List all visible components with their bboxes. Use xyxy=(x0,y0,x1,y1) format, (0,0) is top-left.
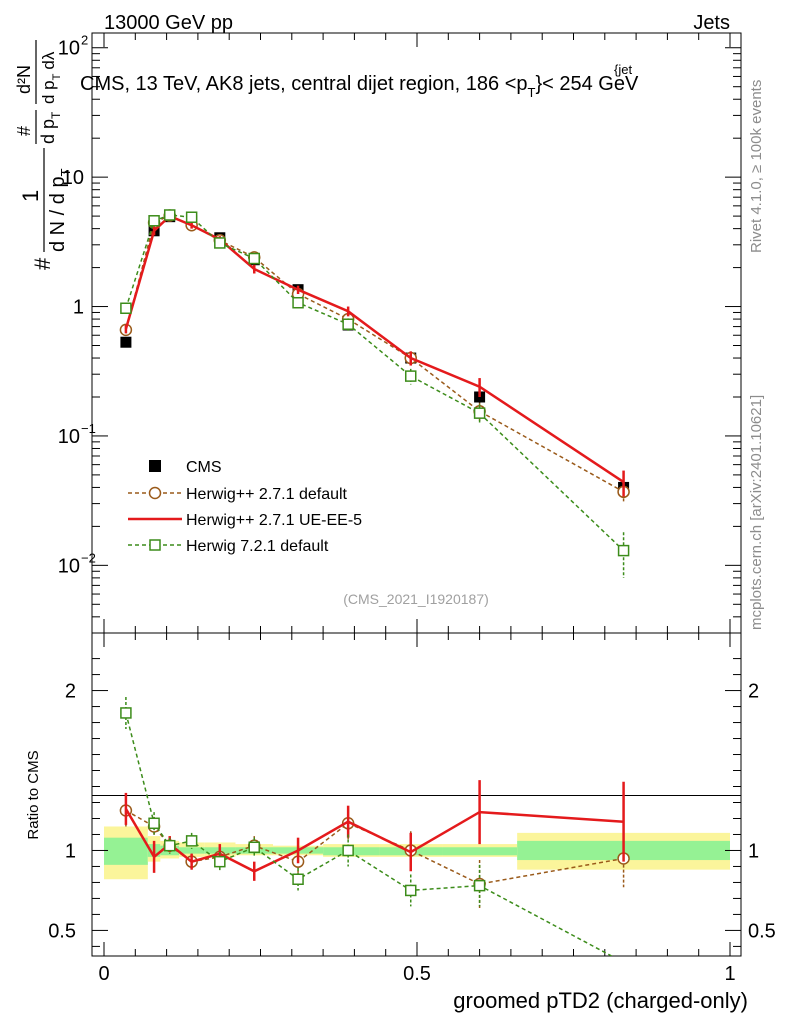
chart-title-post: }< 254 GeV xyxy=(535,73,639,95)
ylabel-den2: d pT xyxy=(38,111,63,144)
main-ytick-label-2: 1 xyxy=(73,297,84,319)
ylabel-num3: d²N xyxy=(14,65,34,94)
main-ytick-label-0: 10 xyxy=(58,555,80,577)
legend-label-herwigpp-default: Herwig++ 2.7.1 default xyxy=(186,486,348,503)
band-green-0 xyxy=(104,837,148,865)
xtick-label-2: 1 xyxy=(724,963,735,985)
ratio-ytick-label-right-0: 0.5 xyxy=(748,920,776,942)
ylabel-den: d N / d pT xyxy=(47,168,73,252)
band-green-3 xyxy=(179,847,205,854)
ratio-ytick-label-1: 1 xyxy=(65,840,76,862)
ylabel-den-text: d N / d p xyxy=(47,176,69,252)
main-s3-marker-4 xyxy=(214,237,226,249)
main-ytick-exp-1: −1 xyxy=(81,421,96,436)
ratio-s2-marker-4 xyxy=(214,855,226,868)
header-left: 13000 GeV pp xyxy=(104,12,233,34)
main-s3-marker-10 xyxy=(617,544,630,557)
ylabel-den3-text: d p xyxy=(39,80,58,104)
xtick-label-0: 0 xyxy=(98,963,109,985)
main-s0-marker-0 xyxy=(120,336,132,348)
chart-title-sup: {jet xyxy=(614,62,632,77)
legend-marker-cms xyxy=(149,460,161,472)
main-s3-marker-6 xyxy=(292,296,304,309)
main-ytick-label-4: 10 xyxy=(58,38,80,60)
main-s3-marker-5 xyxy=(248,252,260,265)
main-ylabel: # 1 d N / d pT # d pT d²N d pTdλ xyxy=(14,40,73,270)
ratio-s2-marker-3 xyxy=(185,835,198,847)
ylabel-hash: # xyxy=(30,257,55,270)
ylabel-den-sub: T xyxy=(58,168,73,176)
mcplots-label: mcplots.cern.ch [arXiv:2401.10621] xyxy=(748,395,765,630)
main-s3-marker-9 xyxy=(473,407,486,419)
main-ytick-label-1: 10 xyxy=(58,426,80,448)
ratio-ytick-label-2: 2 xyxy=(65,681,76,703)
ratio-ytick-label-right-2: 2 xyxy=(748,681,759,703)
ratio-ytick-label-right-1: 1 xyxy=(748,840,759,862)
main-ytick-exp-4: 2 xyxy=(81,33,88,48)
main-s1-line xyxy=(125,214,624,493)
ylabel-den2-text: d p xyxy=(38,119,58,144)
watermark: (CMS_2021_I1920187) xyxy=(343,591,489,607)
chart-title-sub: T xyxy=(528,85,536,100)
rivet-label: Rivet 4.1.0, ≥ 100k events xyxy=(748,80,765,253)
legend-label-cms: CMS xyxy=(186,459,222,476)
legend-label-herwigpp-ueee5: Herwig++ 2.7.1 UE-EE-5 xyxy=(186,512,362,529)
ratio-s2-marker-6 xyxy=(292,873,304,885)
ylabel-den2-sub: T xyxy=(49,111,63,119)
legend: CMS Herwig++ 2.7.1 default Herwig++ 2.7.… xyxy=(128,459,362,555)
ratio-s2-marker-7 xyxy=(342,844,354,857)
ratio-s2-marker-1 xyxy=(148,817,160,830)
main-ytick-label-3: 10 xyxy=(62,167,84,189)
ylabel-den3-lambda: dλ xyxy=(39,51,58,69)
legend-marker-herwigpp-default xyxy=(148,486,162,500)
main-s3-marker-0 xyxy=(120,302,132,315)
ratio-ylabel: Ratio to CMS xyxy=(25,750,42,839)
ratio-s2-marker-9 xyxy=(473,879,486,892)
main-ytick-exp-0: −2 xyxy=(81,550,96,565)
chart-title-pre: CMS, 13 TeV, AK8 jets, central dijet reg… xyxy=(80,73,528,95)
ratio-plot-frame xyxy=(91,632,742,957)
ratio-ytick-label-0: 0.5 xyxy=(48,920,76,942)
main-s3-marker-1 xyxy=(148,215,160,227)
ratio-s2-marker-5 xyxy=(248,841,260,854)
ylabel-num2: # xyxy=(14,126,34,136)
xlabel: groomed pTD2 (charged-only) xyxy=(453,988,748,1013)
ratio-s2-marker-0 xyxy=(120,707,132,719)
ratio-s2-marker-8 xyxy=(404,884,417,897)
ratio-s2-marker-2 xyxy=(163,839,176,852)
main-s3-marker-7 xyxy=(342,318,354,330)
main-s2-line xyxy=(124,214,625,484)
ylabel-den3: d pTdλ xyxy=(39,51,63,104)
header-right: Jets xyxy=(693,12,730,34)
main-s3-marker-8 xyxy=(404,370,417,382)
legend-label-herwig721: Herwig 7.2.1 default xyxy=(186,538,329,555)
ylabel-den3-sub: T xyxy=(51,73,63,80)
band-green-9 xyxy=(442,847,518,856)
main-s3-marker-3 xyxy=(185,211,198,223)
main-s3-marker-2 xyxy=(163,209,176,221)
chart-title: CMS, 13 TeV, AK8 jets, central dijet reg… xyxy=(80,73,639,100)
ylabel-num: 1 xyxy=(18,190,43,202)
xtick-label-1: 0.5 xyxy=(403,963,431,985)
legend-marker-herwig721 xyxy=(149,539,161,551)
